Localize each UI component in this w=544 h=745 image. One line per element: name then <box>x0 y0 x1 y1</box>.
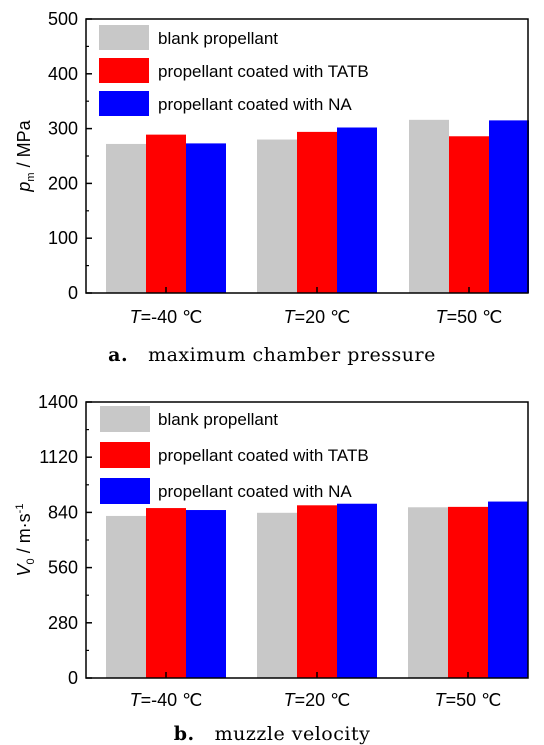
chart-b-y-axis-label: V0 / m·s-1 <box>14 504 37 577</box>
chart-b-legend-label-blank: blank propellant <box>158 410 278 429</box>
chart-b-legend-label-na: propellant coated with NA <box>158 482 352 501</box>
chart-a-bar-na-0 <box>186 143 226 293</box>
chart-b-y-tick-label-4: 1120 <box>39 447 78 467</box>
chart-b-bar-blank-0 <box>106 515 146 678</box>
chart-a-legend-label-na: propellant coated with NA <box>158 95 352 114</box>
chart-a-y-tick-label-3: 300 <box>48 119 78 139</box>
chart-a-bar-blank-1 <box>257 139 297 293</box>
chart-a-y-axis-label: pm / MPa <box>14 119 37 192</box>
chart-a-bar-blank-2 <box>409 119 449 293</box>
chart-a-legend-swatch-blank <box>99 25 149 50</box>
chart-b-y-tick-label-1: 280 <box>48 613 78 633</box>
chart-a-bar-tatb-0 <box>146 134 186 293</box>
chart-a-y-axis-label-symbol: p <box>14 182 34 193</box>
chart-b-y-axis-label-subscript: 0 <box>25 558 37 564</box>
chart-a-y-tick-label-0: 0 <box>68 283 78 303</box>
chart-b-y-axis-label-unit: / m·s <box>14 513 34 558</box>
chart-a-x-tick-label-2: T=50 ℃ <box>436 307 503 327</box>
chart-b-caption: b. muzzle velocity <box>174 723 371 745</box>
chart-a-bar-na-2 <box>489 120 529 293</box>
chart-b-y-tick-label-0: 0 <box>68 668 78 688</box>
chart-a-y-axis-label-subscript: m <box>25 172 37 181</box>
chart-b-legend-swatch-blank <box>100 406 150 432</box>
chart-b-bar-blank-1 <box>257 512 297 678</box>
chart-b-x-tick-label-2: T=50 ℃ <box>435 690 502 710</box>
chart-b-caption-letter: b. <box>174 723 195 745</box>
chart-a-x-tick-label-1: T=20 ℃ <box>284 307 351 327</box>
chart-a-legend: blank propellant propellant coated with … <box>99 25 369 116</box>
chart-a-legend-label-tatb: propellant coated with TATB <box>158 62 369 81</box>
chart-a-caption-letter: a. <box>108 344 128 366</box>
chart-b-caption-text: muzzle velocity <box>215 723 371 745</box>
chart-b-x-tick-label-0: T=-40 ℃ <box>130 690 203 710</box>
chart-a-bar-tatb-1 <box>297 131 337 293</box>
chart-a-y-axis-label-unit: / MPa <box>14 119 34 172</box>
chart-b-x-tick-label-1: T=20 ℃ <box>284 690 351 710</box>
chart-a-plot-frame <box>85 18 529 294</box>
chart-b-y-axis-label-symbol: V <box>14 562 34 576</box>
chart-a-caption: a. maximum chamber pressure <box>108 344 436 366</box>
chart-a-y-tick-label-1: 100 <box>48 228 78 248</box>
chart-a-legend-swatch-tatb <box>99 58 149 83</box>
chart-b-plot-frame <box>85 401 529 679</box>
chart-b-legend-label-tatb: propellant coated with TATB <box>158 446 369 465</box>
chart-b: 0 280 560 840 1120 1400 T=-40 ℃ T=20 ℃ T=50 ℃ bl… <box>14 392 529 745</box>
chart-a-legend-label-blank: blank propellant <box>158 29 278 48</box>
chart-a-ticks: 0 100 200 300 400 500 T=-40 ℃ T=20 ℃ T=50 ℃ <box>48 9 502 327</box>
chart-a-caption-text: maximum chamber pressure <box>148 344 436 366</box>
chart-a-bar-na-1 <box>337 127 377 293</box>
chart-b-bar-na-0 <box>186 510 226 678</box>
chart-b-ticks: 0 280 560 840 1120 1400 T=-40 ℃ T=20 ℃ T=50 ℃ <box>38 392 501 710</box>
chart-a-x-tick-label-0: T=-40 ℃ <box>130 307 203 327</box>
chart-a-legend-swatch-na <box>99 91 149 116</box>
chart-a: 0 100 200 300 400 500 T=-40 ℃ T=20 ℃ T=50 ℃ blan… <box>14 9 529 366</box>
chart-b-bar-blank-2 <box>408 507 448 678</box>
chart-b-bar-tatb-1 <box>297 505 337 678</box>
chart-b-legend-swatch-tatb <box>100 442 150 468</box>
chart-a-y-tick-label-2: 200 <box>48 173 78 193</box>
chart-a-y-tick-label-5: 500 <box>48 9 78 29</box>
chart-b-bar-tatb-0 <box>146 508 186 678</box>
chart-b-bar-na-1 <box>337 503 377 678</box>
chart-b-y-tick-label-2: 560 <box>48 558 78 578</box>
chart-a-bar-tatb-2 <box>449 136 489 293</box>
chart-b-y-tick-label-3: 840 <box>48 502 78 522</box>
chart-a-bars <box>106 119 529 293</box>
chart-a-y-tick-label-4: 400 <box>48 64 78 84</box>
chart-b-legend-swatch-na <box>100 478 150 504</box>
chart-b-legend: blank propellant propellant coated with … <box>100 406 369 504</box>
chart-b-y-axis-label-superscript: -1 <box>14 504 26 514</box>
chart-b-bar-tatb-2 <box>448 506 488 678</box>
chart-a-bar-blank-0 <box>106 143 146 293</box>
chart-b-y-tick-label-5: 1400 <box>38 392 78 412</box>
chart-b-bars <box>106 501 528 678</box>
chart-b-bar-na-2 <box>488 501 528 678</box>
